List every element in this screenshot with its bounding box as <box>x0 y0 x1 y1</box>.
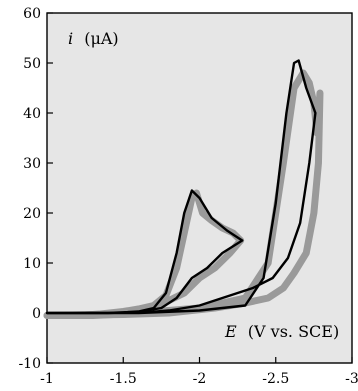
y-tick-label-5: 40 <box>23 106 41 122</box>
x-tick-label-4: -3 <box>345 371 358 387</box>
y-tick-label-4: 30 <box>23 156 41 172</box>
black-curve-3 <box>45 189 244 315</box>
y-tick-label-3: 20 <box>23 206 41 222</box>
y-tick-label-0: -10 <box>18 356 41 372</box>
x-tick-label-3: -2.5 <box>262 371 289 387</box>
y-tick-label-1: 0 <box>32 306 41 322</box>
y-tick-label-6: 50 <box>23 56 41 72</box>
y-axis-label: i (μA) <box>68 29 119 48</box>
x-axis-label: E (V vs. SCE) <box>224 322 339 341</box>
x-axis-unit: (V vs. SCE) <box>248 322 339 341</box>
ticks-layer <box>46 12 353 364</box>
x-tick-label-0: -1 <box>40 371 54 387</box>
black-curve-4 <box>45 59 317 315</box>
y-tick-label-2: 10 <box>23 256 41 272</box>
x-tick-label-1: -1.5 <box>110 371 137 387</box>
x-tick-label-2: -2 <box>193 371 207 387</box>
tick-labels-layer: -10 0 10 20 30 40 50 60 -1 -1.5 -2 -2.5 -3 <box>18 6 358 387</box>
y-axis-unit: (μA) <box>84 29 118 48</box>
series-layer <box>43 59 324 319</box>
x-axis-symbol: E <box>224 322 237 341</box>
y-tick-label-7: 60 <box>23 6 41 22</box>
y-axis-symbol: i <box>68 29 73 48</box>
